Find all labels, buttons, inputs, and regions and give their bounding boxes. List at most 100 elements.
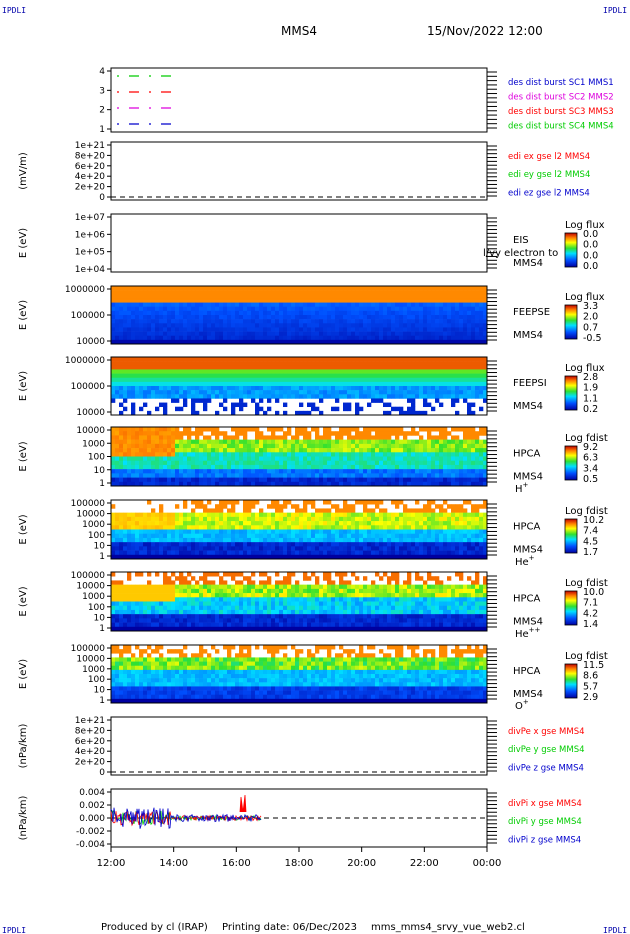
spectrogram-cell — [311, 298, 316, 303]
spectrogram-cell — [279, 290, 284, 295]
spectrogram-cell — [255, 410, 260, 416]
spectrogram-cell — [211, 331, 216, 337]
spectrogram-cell — [311, 448, 316, 453]
spectrogram-cell — [171, 357, 176, 362]
spectrogram-cell — [155, 339, 160, 345]
spectrogram-cell — [383, 306, 388, 312]
spectrogram-cell — [215, 315, 220, 320]
spectrogram-cell — [347, 402, 352, 408]
spectrogram-cell — [359, 381, 364, 387]
spectrogram-cell — [219, 525, 224, 530]
spectrogram-cell — [283, 452, 288, 457]
spectrogram-cell — [203, 306, 208, 312]
spectrogram-cell — [251, 448, 256, 453]
spectrogram-cell — [335, 443, 340, 449]
spectrogram-cell — [135, 394, 140, 399]
spectrogram-cell — [211, 339, 216, 345]
spectrogram-cell — [175, 406, 180, 412]
spectrogram-cell — [439, 533, 444, 539]
spectrogram-cell — [363, 542, 368, 547]
spectrogram-cell — [135, 369, 140, 374]
spectrogram-cell — [339, 290, 344, 295]
spectrogram-cell — [327, 315, 332, 320]
spectrogram-cell — [111, 533, 116, 539]
spectrogram-cell — [267, 381, 272, 387]
spectrogram-cell — [471, 542, 476, 547]
spectrogram-cell — [211, 427, 216, 432]
spectrogram-cell — [375, 456, 380, 462]
spectrogram-cell — [211, 464, 216, 470]
spectrogram-cell — [275, 386, 280, 391]
spectrogram-cell — [463, 529, 468, 535]
spectrogram-cell — [471, 554, 476, 560]
spectrogram-cell — [207, 537, 212, 543]
spectrogram-cell — [195, 439, 200, 445]
legend-entry: des dist burst SC1 MMS1 — [508, 78, 614, 88]
spectrogram-cell — [391, 460, 396, 466]
spectrogram-cell — [355, 469, 360, 474]
spectrogram-cell — [171, 512, 176, 518]
spectrogram-cell — [183, 286, 188, 291]
spectrogram-cell — [451, 373, 456, 379]
spectrogram-cell — [359, 386, 364, 391]
spectrogram-cell — [219, 443, 224, 449]
spectrogram-cell — [395, 361, 400, 366]
spectrogram-cell — [427, 315, 432, 320]
spectrogram-cell — [383, 290, 388, 295]
spectrogram-cell — [459, 554, 464, 560]
spectrogram-cell — [303, 306, 308, 312]
y-tick-label: 1e+05 — [75, 248, 105, 258]
spectrogram-cell — [155, 302, 160, 308]
spectrogram-cell — [371, 521, 376, 526]
spectrogram-cell — [135, 431, 140, 436]
spectrogram-cell — [343, 394, 348, 399]
spectrogram-cell — [455, 335, 460, 341]
spectrogram-cell — [263, 448, 268, 453]
spectrogram-cell — [399, 521, 404, 526]
spectrogram-cell — [135, 537, 140, 543]
spectrogram-cell — [383, 460, 388, 466]
spectrogram-cell — [295, 537, 300, 543]
spectrogram-cell — [475, 323, 480, 328]
spectrogram-cell — [187, 521, 192, 526]
spectrogram-cell — [151, 439, 156, 445]
spectrogram-cell — [359, 298, 364, 303]
spectrogram-cell — [335, 302, 340, 308]
spectrogram-cell — [215, 456, 220, 462]
spectrogram-cell — [443, 339, 448, 345]
spectrogram-cell — [183, 512, 188, 518]
spectrogram-cell — [223, 435, 228, 440]
spectrogram-cell — [371, 508, 376, 513]
spectrogram-cell — [231, 473, 236, 478]
spectrogram-cell — [435, 294, 440, 299]
spectrogram-cell — [211, 327, 216, 332]
spectrogram-cell — [203, 537, 208, 543]
spectrogram-cell — [383, 477, 388, 483]
spectrogram-cell — [407, 381, 412, 387]
spectrogram-cell — [283, 550, 288, 556]
spectrogram-cell — [203, 310, 208, 316]
spacecraft-label: MMS4 — [513, 401, 543, 412]
spectrogram-cell — [371, 443, 376, 449]
spectrogram-cell — [355, 386, 360, 391]
spectrogram-cell — [355, 460, 360, 466]
spectrogram-cell — [399, 386, 404, 391]
spectrogram-cell — [363, 369, 368, 374]
spectrogram-cell — [251, 294, 256, 299]
spectrogram-cell — [199, 521, 204, 526]
spectrogram-cell — [147, 298, 152, 303]
spectrogram-cell — [155, 298, 160, 303]
spectrogram-cell — [231, 319, 236, 324]
spectrogram-cell — [343, 306, 348, 312]
spectrogram-cell — [431, 448, 436, 453]
spectrogram-cell — [327, 469, 332, 474]
spectrogram-cell — [455, 377, 460, 383]
spectrogram-cell — [115, 448, 120, 453]
spectrogram-cell — [219, 361, 224, 366]
spectrogram-cell — [135, 546, 140, 551]
spectrogram-cell — [275, 521, 280, 526]
spectrogram-cell — [259, 460, 264, 466]
spectrogram-cell — [387, 456, 392, 462]
